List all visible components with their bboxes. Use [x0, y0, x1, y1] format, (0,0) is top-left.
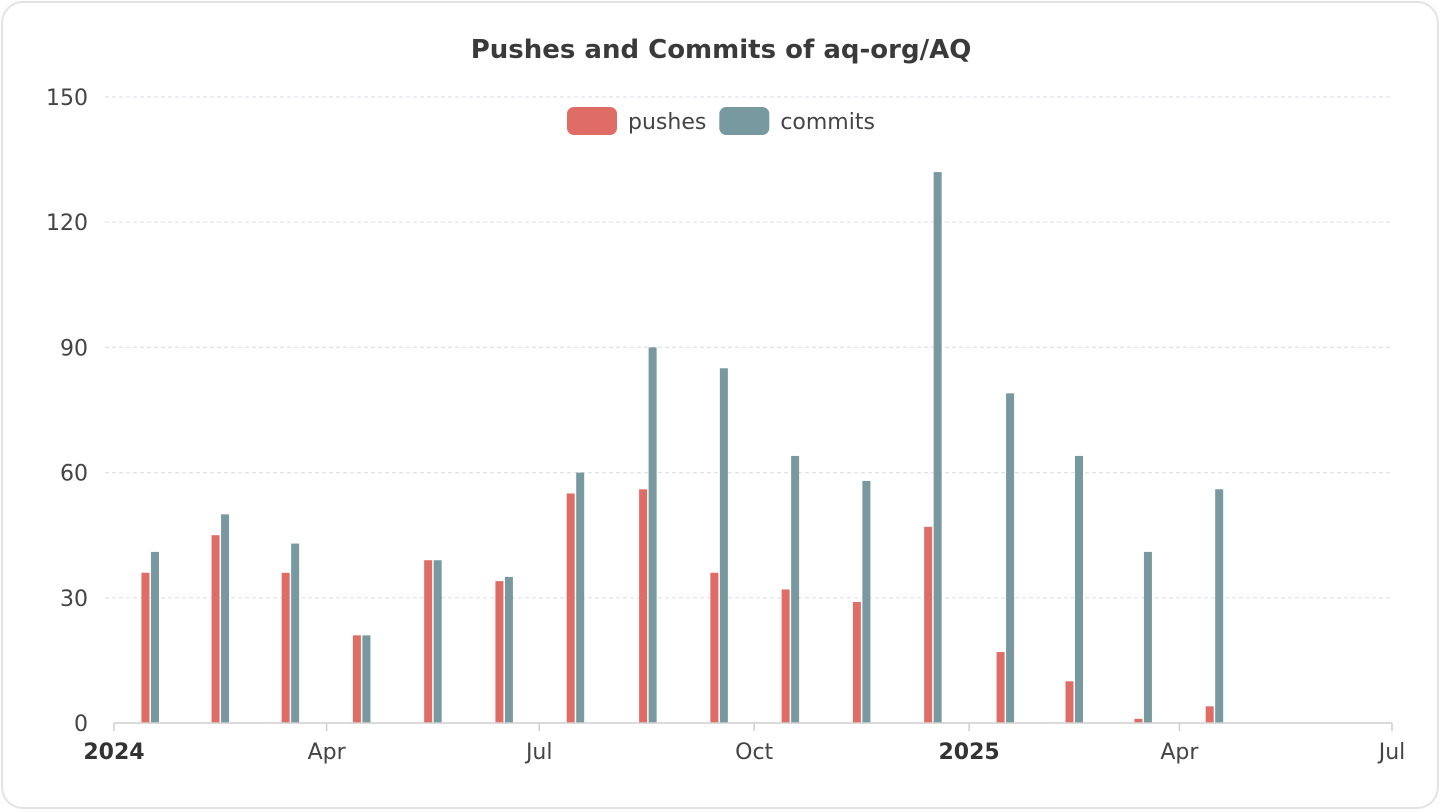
legend-item-commits[interactable]: commits	[719, 107, 875, 135]
legend-label: commits	[780, 110, 875, 135]
x-tick-label: 2024	[83, 740, 144, 765]
chart-title: Pushes and Commits of aq-org/AQ	[471, 35, 972, 65]
bar-pushes-2025-02	[1065, 681, 1074, 723]
y-tick-label: 0	[74, 712, 88, 737]
x-tick-label: Oct	[735, 740, 773, 765]
bar-pushes-2024-07	[566, 493, 575, 723]
legend-item-pushes[interactable]: pushes	[567, 107, 706, 135]
x-tick-label: Jul	[524, 740, 553, 765]
y-tick-label: 150	[46, 86, 88, 111]
y-tick-label: 30	[60, 587, 88, 612]
y-tick-label: 120	[46, 211, 88, 236]
bar-pushes-2024-02	[211, 535, 220, 723]
y-axis-ticks: 0 30 60 90 120 150	[46, 86, 88, 737]
bar-pushes-2024-08	[639, 489, 648, 723]
bar-commits-2024-12	[933, 172, 942, 723]
bar-commits-2024-02	[221, 514, 230, 723]
bar-pushes-2024-12	[924, 526, 933, 723]
x-tick-label: 2025	[938, 740, 999, 765]
x-axis-ticks: 2024 Apr Jul Oct 2025 Apr Jul	[83, 723, 1405, 765]
legend-swatch	[719, 107, 770, 135]
x-tick-label: Jul	[1377, 740, 1406, 765]
y-tick-label: 60	[60, 462, 88, 487]
legend-label: pushes	[628, 110, 706, 135]
bar-pushes-2025-01	[996, 652, 1005, 723]
bars	[141, 172, 1224, 723]
bar-pushes-2025-03	[1134, 718, 1143, 723]
bar-commits-2024-06	[504, 576, 513, 723]
legend-swatch	[567, 107, 617, 135]
bar-pushes-2024-06	[495, 581, 504, 723]
bar-commits-2025-01	[1006, 393, 1015, 723]
bar-commits-2024-03	[291, 543, 300, 723]
bar-commits-2024-08	[648, 347, 657, 723]
bar-pushes-2024-11	[852, 601, 861, 723]
bar-pushes-2024-04	[352, 635, 361, 723]
grid-lines	[105, 96, 1392, 599]
bar-commits-2024-05	[433, 560, 442, 723]
bar-commits-2024-01	[150, 551, 159, 723]
bar-pushes-2024-01	[141, 572, 150, 723]
bar-pushes-2024-05	[424, 560, 433, 723]
bar-commits-2025-04	[1215, 489, 1224, 723]
bar-commits-2025-02	[1075, 455, 1084, 723]
bar-pushes-2025-04	[1205, 706, 1214, 723]
bar-commits-2024-11	[862, 480, 871, 723]
x-tick-label: Apr	[308, 740, 347, 765]
legend[interactable]: pushes commits	[567, 107, 875, 135]
bar-commits-2024-09	[719, 368, 728, 723]
bar-commits-2024-07	[576, 472, 585, 723]
y-tick-label: 90	[60, 336, 88, 361]
bar-pushes-2024-09	[710, 572, 719, 723]
bar-pushes-2024-10	[781, 589, 790, 723]
bar-commits-2024-04	[362, 635, 371, 723]
bar-pushes-2024-03	[281, 572, 290, 723]
x-tick-label: Apr	[1160, 740, 1199, 765]
bar-commits-2024-10	[791, 455, 800, 723]
bar-commits-2025-03	[1143, 551, 1152, 723]
